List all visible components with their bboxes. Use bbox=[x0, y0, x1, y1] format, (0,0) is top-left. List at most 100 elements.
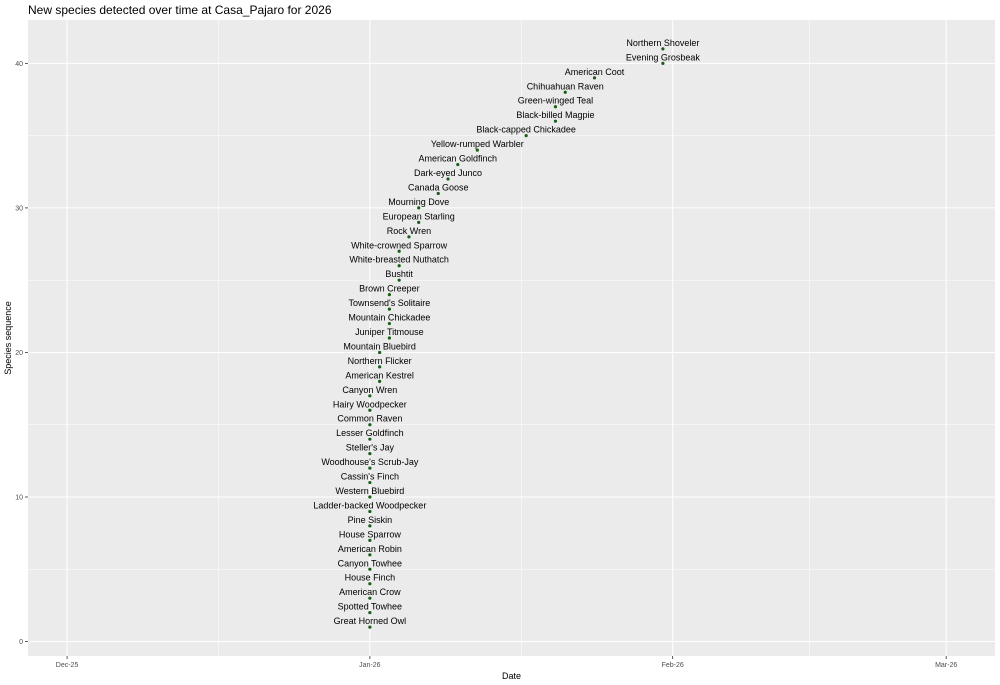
point-label: Canyon Wren bbox=[342, 385, 397, 395]
y-tick-label: 20 bbox=[15, 350, 23, 357]
point-label: Northern Flicker bbox=[348, 356, 412, 366]
data-point bbox=[368, 437, 372, 441]
data-point bbox=[368, 524, 372, 528]
point-label: Woodhouse's Scrub-Jay bbox=[321, 457, 419, 467]
point-label: Black-billed Magpie bbox=[516, 110, 594, 120]
data-point bbox=[397, 249, 401, 253]
data-point bbox=[378, 365, 382, 369]
point-label: Bushtit bbox=[385, 269, 413, 279]
data-point bbox=[368, 582, 372, 586]
data-point bbox=[368, 408, 372, 412]
x-tick-label: Dec-25 bbox=[56, 662, 79, 669]
point-label: House Finch bbox=[345, 573, 396, 583]
data-point bbox=[661, 47, 665, 51]
point-label: American Kestrel bbox=[345, 370, 414, 380]
data-point bbox=[397, 264, 401, 268]
point-label: House Sparrow bbox=[339, 529, 402, 539]
x-tick-label: Feb-26 bbox=[662, 662, 684, 669]
point-label: American Goldfinch bbox=[419, 154, 498, 164]
grid-major bbox=[28, 20, 995, 656]
data-point bbox=[368, 480, 372, 485]
point-label: Common Raven bbox=[337, 414, 402, 424]
point-label: Brown Creeper bbox=[359, 284, 420, 294]
data-point bbox=[368, 394, 372, 398]
data-point bbox=[553, 105, 558, 109]
point-label: Spotted Towhee bbox=[338, 602, 402, 612]
data-point bbox=[407, 235, 411, 239]
point-label: European Starling bbox=[383, 211, 455, 221]
y-tick-label: 0 bbox=[19, 639, 23, 646]
y-axis: 0 10 20 30 40 bbox=[15, 61, 28, 646]
data-point bbox=[387, 321, 392, 326]
data-point bbox=[417, 220, 421, 224]
point-label: Great Horned Owl bbox=[334, 616, 407, 626]
point-label: Yellow-rumped Warbler bbox=[431, 139, 524, 149]
data-point bbox=[563, 90, 567, 94]
data-point bbox=[446, 177, 450, 181]
point-label: Black-capped Chickadee bbox=[476, 125, 576, 135]
data-point bbox=[368, 625, 372, 629]
data-point bbox=[378, 379, 382, 383]
point-label: Hairy Woodpecker bbox=[333, 399, 407, 409]
data-point bbox=[368, 538, 372, 542]
point-label: American Coot bbox=[565, 67, 625, 77]
point-label: Dark-eyed Junco bbox=[414, 168, 482, 178]
point-label: White-crowned Sparrow bbox=[351, 240, 448, 250]
point-label: Canada Goose bbox=[408, 182, 469, 192]
point-label: Evening Grosbeak bbox=[626, 52, 701, 62]
point-label: American Crow bbox=[339, 587, 401, 597]
chart-title: New species detected over time at Casa_P… bbox=[28, 3, 332, 17]
x-tick-label: Mar-26 bbox=[935, 662, 957, 669]
point-label: Lesser Goldfinch bbox=[336, 428, 404, 438]
data-point bbox=[553, 119, 558, 123]
data-point bbox=[368, 567, 372, 571]
data-point bbox=[592, 76, 597, 80]
data-point bbox=[368, 553, 372, 557]
y-axis-title: Species sequence bbox=[3, 301, 13, 375]
point-label: Steller's Jay bbox=[346, 443, 395, 453]
x-axis: Dec-25 Jan-26 Feb-26 Mar-26 bbox=[56, 656, 957, 669]
data-point bbox=[368, 596, 372, 600]
data-point bbox=[368, 509, 372, 514]
y-tick-label: 10 bbox=[15, 495, 23, 502]
x-axis-title: Date bbox=[502, 671, 521, 681]
plot-panel bbox=[28, 20, 995, 656]
data-point bbox=[387, 293, 392, 297]
point-label: Mountain Chickadee bbox=[348, 313, 430, 323]
point-label: American Robin bbox=[338, 544, 402, 554]
data-point bbox=[378, 350, 382, 355]
data-point bbox=[368, 452, 372, 456]
data-point bbox=[368, 423, 372, 427]
data-point bbox=[368, 466, 372, 470]
point-label: Canyon Towhee bbox=[338, 558, 402, 568]
data-point bbox=[387, 307, 392, 311]
point-label: Chihuahuan Raven bbox=[527, 81, 604, 91]
data-point bbox=[456, 162, 460, 167]
point-labels: Great Horned Owl Spotted Towhee American C… bbox=[313, 38, 700, 626]
data-point bbox=[387, 336, 392, 340]
point-label: Rock Wren bbox=[387, 226, 431, 236]
point-label: Northern Shoveler bbox=[626, 38, 699, 48]
point-label: White-breasted Nuthatch bbox=[349, 255, 449, 265]
x-tick-label: Jan-26 bbox=[359, 662, 381, 669]
y-tick-label: 30 bbox=[15, 205, 23, 212]
point-label: Cassin's Finch bbox=[341, 472, 399, 482]
data-point bbox=[417, 206, 421, 210]
data-point bbox=[436, 191, 440, 196]
data-point bbox=[368, 495, 372, 499]
data-point bbox=[368, 611, 372, 615]
point-label: Western Bluebird bbox=[335, 486, 404, 496]
point-label: Ladder-backed Woodpecker bbox=[313, 500, 426, 510]
point-label: Green-winged Teal bbox=[518, 96, 593, 106]
point-label: Mountain Bluebird bbox=[343, 341, 416, 351]
data-point bbox=[397, 278, 401, 282]
data-point bbox=[661, 61, 665, 65]
data-point bbox=[475, 148, 479, 152]
y-tick-label: 40 bbox=[15, 61, 23, 68]
point-label: Mourning Dove bbox=[388, 197, 449, 207]
data-point bbox=[524, 134, 528, 138]
point-label: Pine Siskin bbox=[348, 515, 393, 525]
data-points bbox=[368, 47, 665, 629]
grid-minor bbox=[28, 20, 995, 656]
